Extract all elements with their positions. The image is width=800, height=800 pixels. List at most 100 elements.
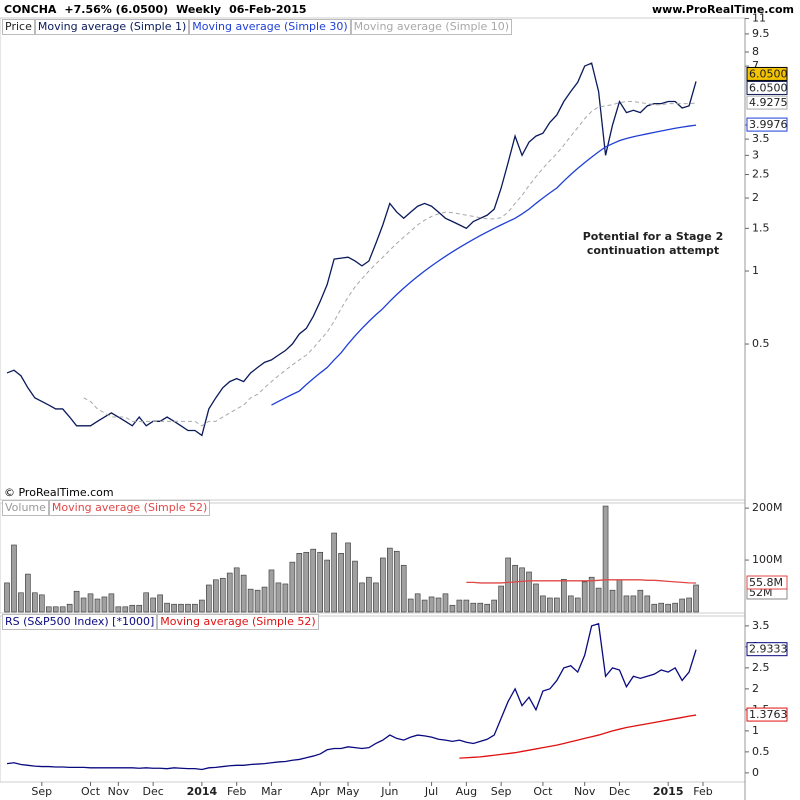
last-value-label: 2.9333 (749, 643, 788, 656)
volume-bar (18, 592, 24, 613)
y-tick-label: 1 (752, 264, 759, 277)
volume-bar (393, 550, 400, 613)
x-tick-label: 2014 (187, 785, 218, 798)
volume-bar (254, 589, 261, 613)
x-tick-label: Oct (81, 785, 101, 798)
volume-bar (533, 583, 539, 613)
volume-bar (289, 561, 296, 613)
y-tick-label: 3 (752, 148, 759, 161)
volume-bar (456, 599, 463, 613)
legend-item: RS (S&P500 Index) [*1000] (2, 614, 158, 630)
legend-item: Moving average (Simple 1) (34, 19, 190, 35)
annotation: Potential for a Stage 2 (583, 230, 724, 243)
y-tick-label: 0.5 (752, 337, 770, 350)
volume-bar (129, 604, 136, 613)
volume-bar (108, 593, 115, 613)
ticker: CONCHA (4, 3, 57, 16)
volume-bar (226, 572, 233, 613)
line (459, 714, 697, 759)
volume-bar (644, 595, 651, 613)
rs-pane (0, 615, 746, 783)
volume-bar (247, 588, 254, 613)
volume-bar (59, 606, 66, 613)
volume-bar (143, 592, 149, 613)
volume-bar (73, 590, 80, 613)
line (466, 579, 697, 584)
volume-bar (435, 597, 442, 613)
volume-bar (310, 548, 317, 613)
volume-bar (366, 576, 372, 613)
x-tick-label: Dec (143, 785, 164, 798)
volume-bar (505, 557, 511, 613)
volume-bar (136, 604, 143, 613)
volume-bar (192, 603, 198, 613)
volume-bar (317, 551, 324, 613)
y-tick-label: 2 (752, 191, 759, 204)
volume-bar (477, 602, 484, 613)
last-value-label: 55.8M (749, 576, 783, 589)
legend-item: Moving average (Simple 30) (189, 19, 351, 35)
volume-bar (519, 567, 525, 613)
volume-bar (449, 604, 456, 613)
last-value-box (746, 95, 788, 110)
volume-bar (52, 606, 59, 613)
y-tick-label: 1.5 (752, 221, 770, 234)
last-value-label: 1.3763 (749, 708, 788, 721)
volume-bar (554, 597, 560, 613)
volume-bar (414, 593, 421, 613)
last-value-label: 6.0500 (749, 67, 788, 80)
volume-bar (213, 579, 219, 613)
volume-bar (595, 587, 602, 613)
volume-bar (373, 582, 379, 613)
volume-bar (679, 598, 685, 613)
header: CONCHA +7.56% (6.0500) Weekly 06-Feb-201… (4, 3, 307, 16)
volume-bar (206, 584, 212, 613)
legend-item: Moving average (Simple 52) (48, 500, 211, 516)
y-tick-label: 2.5 (752, 661, 770, 674)
volume-bar (219, 577, 226, 613)
line (271, 124, 697, 406)
volume-bar (407, 598, 414, 613)
volume-bar (665, 603, 672, 613)
volume-bar (261, 586, 268, 613)
last-value-label: 6.0500 (749, 81, 788, 94)
volume-bar (324, 559, 330, 613)
volume-bar (442, 593, 449, 613)
line (6, 622, 697, 771)
x-tick-label: 2015 (653, 785, 684, 798)
volume-bar (602, 505, 609, 613)
volume-bar (380, 557, 386, 613)
x-tick-label: Sep (491, 785, 512, 798)
x-tick-label: Nov (108, 785, 130, 798)
volume-bar (352, 560, 358, 613)
volume-bar (560, 578, 567, 613)
x-tick-label: Apr (311, 785, 331, 798)
volume-bar (428, 596, 435, 613)
volume-bar (672, 602, 678, 613)
volume-bar (171, 603, 177, 613)
rs-legend: RS (S&P500 Index) [*1000] Moving average… (2, 614, 319, 630)
volume-bar (386, 547, 393, 613)
y-tick-label: 100M (752, 553, 783, 566)
volume-bar (331, 532, 337, 613)
x-tick-label: May (337, 785, 360, 798)
volume-bar (345, 542, 351, 613)
volume-bar (400, 564, 407, 613)
last-value-label: 4.9275 (749, 96, 788, 109)
last-value-box (746, 707, 788, 722)
volume-bar (526, 571, 532, 613)
volume-bar (359, 582, 365, 613)
volume-bar (540, 595, 546, 613)
last-value-label: 3.9976 (749, 118, 788, 131)
x-tick-label: Mar (261, 785, 282, 798)
line (6, 62, 697, 437)
volume-bar (686, 597, 692, 613)
change: +7.56% (6.0500) (64, 3, 169, 16)
volume-bar (623, 595, 630, 613)
volume-bar (80, 597, 87, 613)
last-value-box (746, 117, 788, 132)
y-tick-label: 1 (752, 724, 759, 737)
volume-bar (463, 599, 470, 613)
volume-bar (630, 595, 637, 613)
